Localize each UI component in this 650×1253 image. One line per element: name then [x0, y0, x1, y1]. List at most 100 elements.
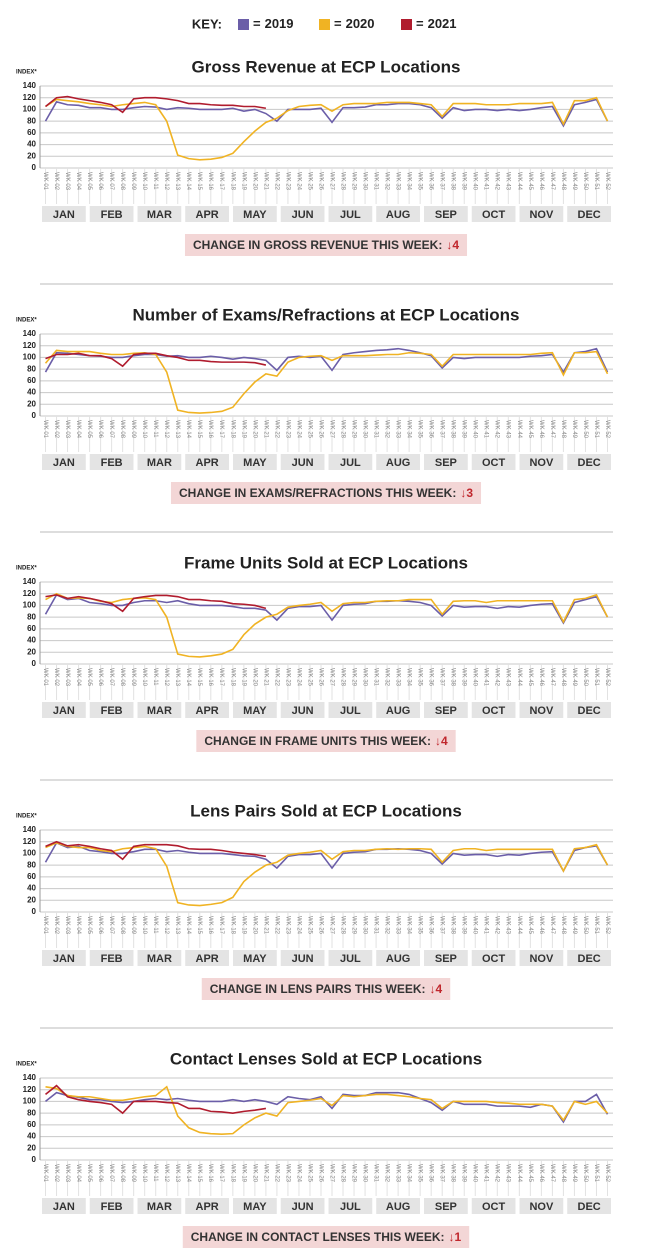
y-tick-label: 60 [27, 1120, 36, 1129]
x-tick-label: WK 20 [251, 420, 257, 439]
month-label: MAY [243, 209, 267, 221]
month-band [89, 702, 134, 718]
x-tick-label: WK 05 [86, 420, 92, 439]
month-band [280, 206, 325, 222]
series-line [45, 1091, 609, 1124]
month-band [280, 454, 325, 470]
month-band [89, 950, 134, 966]
x-tick-label: WK 45 [527, 420, 533, 439]
x-tick-label: WK 09 [130, 172, 136, 191]
legend-entry: = 2019 [253, 16, 294, 31]
x-tick-label: WK 10 [141, 916, 147, 935]
month-label: OCT [482, 457, 506, 469]
x-tick-label: WK 18 [229, 172, 235, 191]
x-tick-label: WK 24 [295, 916, 301, 935]
y-axis-label: INDEX* [16, 566, 37, 572]
x-tick-label: WK 26 [317, 916, 323, 935]
x-tick-label: WK 44 [516, 420, 522, 439]
x-tick-label: WK 23 [284, 668, 290, 687]
x-tick-label: WK 45 [527, 172, 533, 191]
change-value: ↓3 [460, 486, 473, 500]
x-tick-label: WK 46 [538, 1164, 544, 1183]
x-tick-label: WK 19 [240, 668, 246, 687]
x-tick-label: WK 04 [75, 420, 81, 439]
month-band [233, 454, 277, 470]
month-label: NOV [529, 1201, 554, 1213]
month-band [280, 950, 325, 966]
x-tick-label: WK 13 [174, 916, 180, 935]
x-tick-label: WK 27 [328, 668, 334, 687]
x-tick-label: WK 12 [163, 420, 169, 439]
x-tick-label: WK 49 [571, 916, 577, 935]
x-tick-label: WK 47 [549, 916, 555, 935]
y-tick-label: 100 [23, 105, 37, 114]
x-tick-label: WK 07 [108, 1164, 114, 1183]
x-tick-label: WK 34 [406, 1164, 412, 1183]
x-tick-label: WK 50 [582, 1164, 588, 1183]
x-tick-label: WK 44 [516, 1164, 522, 1183]
month-band [89, 1198, 134, 1214]
x-tick-label: WK 01 [42, 916, 48, 935]
month-band [424, 950, 468, 966]
month-band [471, 206, 516, 222]
x-tick-label: WK 12 [163, 916, 169, 935]
y-tick-label: 40 [27, 140, 36, 149]
y-axis-label: INDEX* [16, 814, 37, 820]
month-label: JUL [340, 953, 361, 965]
change-box [184, 234, 468, 256]
x-tick-label: WK 20 [251, 1164, 257, 1183]
month-label: OCT [482, 209, 506, 221]
x-tick-label: WK 30 [361, 420, 367, 439]
x-tick-label: WK 21 [262, 1164, 268, 1183]
x-tick-label: WK 22 [273, 172, 279, 191]
x-tick-label: WK 51 [593, 420, 599, 439]
month-band [42, 1198, 86, 1214]
month-label: FEB [101, 1201, 123, 1213]
month-band [376, 950, 420, 966]
month-label: JUL [340, 705, 361, 717]
x-tick-label: WK 02 [53, 172, 59, 191]
x-tick-label: WK 50 [582, 916, 588, 935]
month-band [376, 1198, 420, 1214]
x-tick-label: WK 29 [350, 668, 356, 687]
y-tick-label: 20 [27, 399, 36, 408]
month-band [280, 702, 325, 718]
month-band [185, 1198, 229, 1214]
x-tick-label: WK 10 [141, 420, 147, 439]
x-tick-label: WK 19 [240, 916, 246, 935]
month-label: AUG [386, 1201, 410, 1213]
month-label: JAN [53, 705, 75, 717]
x-tick-label: WK 46 [538, 916, 544, 935]
x-tick-label: WK 43 [505, 668, 511, 687]
month-label: MAY [243, 457, 267, 469]
chart-title: Frame Units Sold at ECP Locations [184, 553, 468, 572]
change-text: CHANGE IN GROSS REVENUE THIS WEEK: ↓4 [193, 238, 459, 252]
x-tick-label: WK 19 [240, 420, 246, 439]
legend-separator: = [253, 16, 261, 31]
y-tick-label: 100 [23, 353, 37, 362]
month-band [137, 206, 182, 222]
y-tick-label: 60 [27, 128, 36, 137]
x-tick-label: WK 03 [64, 172, 70, 191]
month-band [519, 950, 564, 966]
x-tick-label: WK 09 [130, 420, 136, 439]
month-band [376, 702, 420, 718]
x-tick-label: WK 16 [207, 1164, 213, 1183]
month-band [519, 454, 564, 470]
series-line [44, 98, 609, 128]
x-tick-label: WK 18 [229, 916, 235, 935]
x-tick-label: WK 05 [86, 172, 92, 191]
x-tick-label: WK 40 [472, 172, 478, 191]
x-tick-label: WK 08 [119, 172, 125, 191]
month-label: JUL [340, 457, 361, 469]
month-label: JUL [340, 209, 361, 221]
x-tick-label: WK 24 [295, 1164, 301, 1183]
x-tick-label: WK 09 [130, 1164, 136, 1183]
y-tick-label: 140 [23, 577, 37, 586]
y-tick-label: 40 [27, 884, 36, 893]
y-tick-label: 120 [23, 1085, 37, 1094]
x-tick-label: WK 12 [163, 668, 169, 687]
x-tick-label: WK 38 [450, 916, 456, 935]
month-label: OCT [482, 953, 506, 965]
month-label: FEB [101, 705, 123, 717]
